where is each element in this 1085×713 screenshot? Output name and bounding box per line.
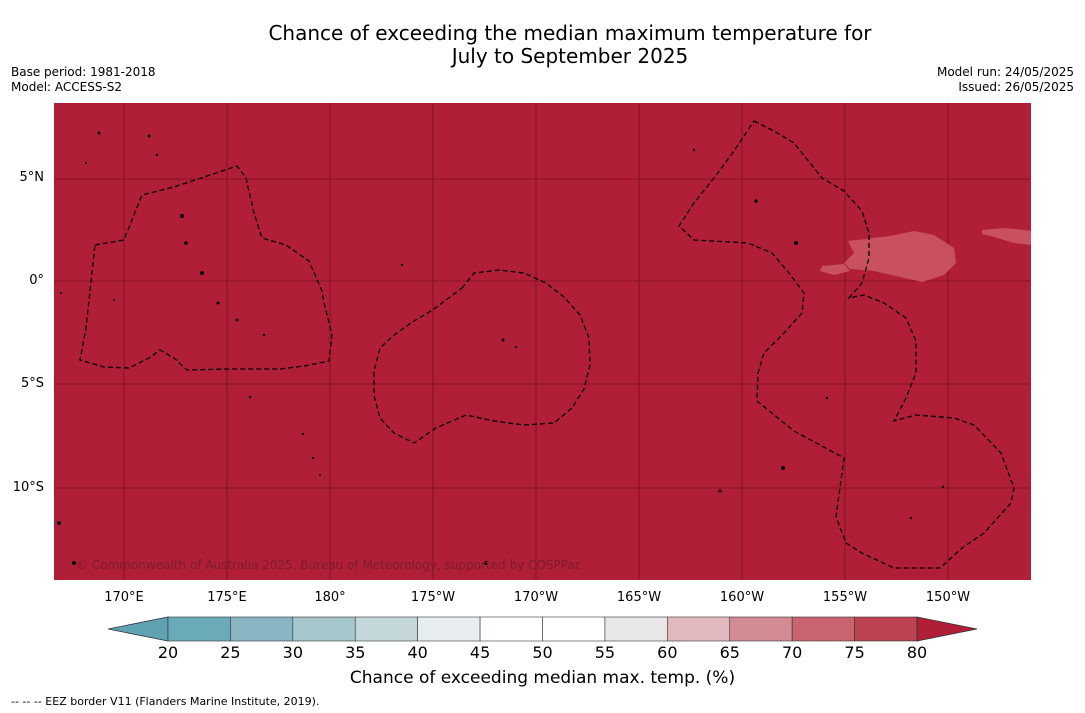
colorbar-tick-label: 75	[844, 643, 865, 662]
chart-title: Chance of exceeding the median maximum t…	[200, 22, 940, 68]
lat-label-5s: 5°S	[20, 376, 44, 391]
colorbar-high-arrow	[916, 616, 978, 642]
colorbar-tick-label: 40	[407, 643, 428, 662]
colorbar-bin	[729, 616, 793, 642]
lower-probability-area	[820, 228, 1031, 282]
lat-label-5n: 5°N	[19, 170, 45, 185]
lat-label-10s: 10°S	[12, 480, 44, 495]
colorbar-label: Chance of exceeding median max. temp. (%…	[349, 668, 736, 688]
base-period: Base period: 1981-2018	[11, 65, 156, 79]
colorbar-tick-label: 70	[781, 643, 803, 662]
model-run-date: Model run: 24/05/2025	[936, 65, 1074, 79]
colorbar-tick-label: 50	[532, 643, 553, 662]
forecast-map: © Commonwealth of Australia 2025, Bureau…	[54, 103, 1031, 580]
lon-label-160w: 160°W	[719, 590, 765, 605]
colorbar-tick-label: 45	[469, 643, 491, 662]
lon-label-155w: 155°W	[822, 590, 868, 605]
copyright-notice: © Commonwealth of Australia 2025, Bureau…	[76, 558, 582, 572]
colorbar-bin	[230, 616, 294, 642]
colorbar-bin	[292, 616, 356, 642]
colorbar-tick-label: 80	[906, 643, 928, 662]
graticule	[54, 103, 1031, 580]
title-line-1: Chance of exceeding the median maximum t…	[268, 21, 872, 45]
lon-label-170e: 170°E	[104, 590, 144, 605]
colorbar-tick-label: 55	[594, 643, 616, 662]
map-canvas	[54, 103, 1031, 580]
colorbar-bin	[354, 616, 418, 642]
colorbar-bin	[417, 616, 481, 642]
colorbar-low-arrow	[108, 616, 169, 642]
colorbar-tick-label: 65	[719, 643, 740, 662]
lon-label-175w: 175°W	[410, 590, 456, 605]
title-line-2: July to September 2025	[451, 44, 689, 68]
colorbar-bin	[479, 616, 543, 642]
lat-label-0: 0°	[29, 273, 44, 288]
lon-label-165w: 165°W	[616, 590, 662, 605]
colorbar-bin	[542, 616, 606, 642]
colorbar-bin	[854, 616, 918, 642]
colorbar-tick-label: 20	[157, 643, 179, 662]
eez-footnote: -- -- -- EEZ border V11 (Flanders Marine…	[11, 695, 320, 708]
colorbar	[108, 616, 978, 642]
colorbar-bin	[167, 616, 231, 642]
colorbar-tick-label: 25	[220, 643, 241, 662]
issued-date: Issued: 26/05/2025	[958, 80, 1074, 94]
model-info: Base period: 1981-2018 Model: ACCESS-S2	[11, 65, 156, 95]
lon-label-180: 180°	[314, 590, 346, 605]
lon-label-170w: 170°W	[513, 590, 559, 605]
lon-label-175e: 175°E	[207, 590, 247, 605]
colorbar-bin	[791, 616, 855, 642]
model-name: Model: ACCESS-S2	[11, 80, 123, 94]
colorbar-bin	[604, 616, 668, 642]
colorbar-tick-label: 60	[657, 643, 678, 662]
islands	[57, 131, 945, 565]
run-info: Model run: 24/05/2025 Issued: 26/05/2025	[937, 65, 1074, 95]
lon-label-150w: 150°W	[925, 590, 971, 605]
colorbar-tick-label: 35	[345, 643, 366, 662]
eez-borders	[79, 120, 1015, 569]
colorbar-bin	[667, 616, 731, 642]
colorbar-boxes	[167, 616, 918, 642]
colorbar-tick-label: 30	[282, 643, 303, 662]
